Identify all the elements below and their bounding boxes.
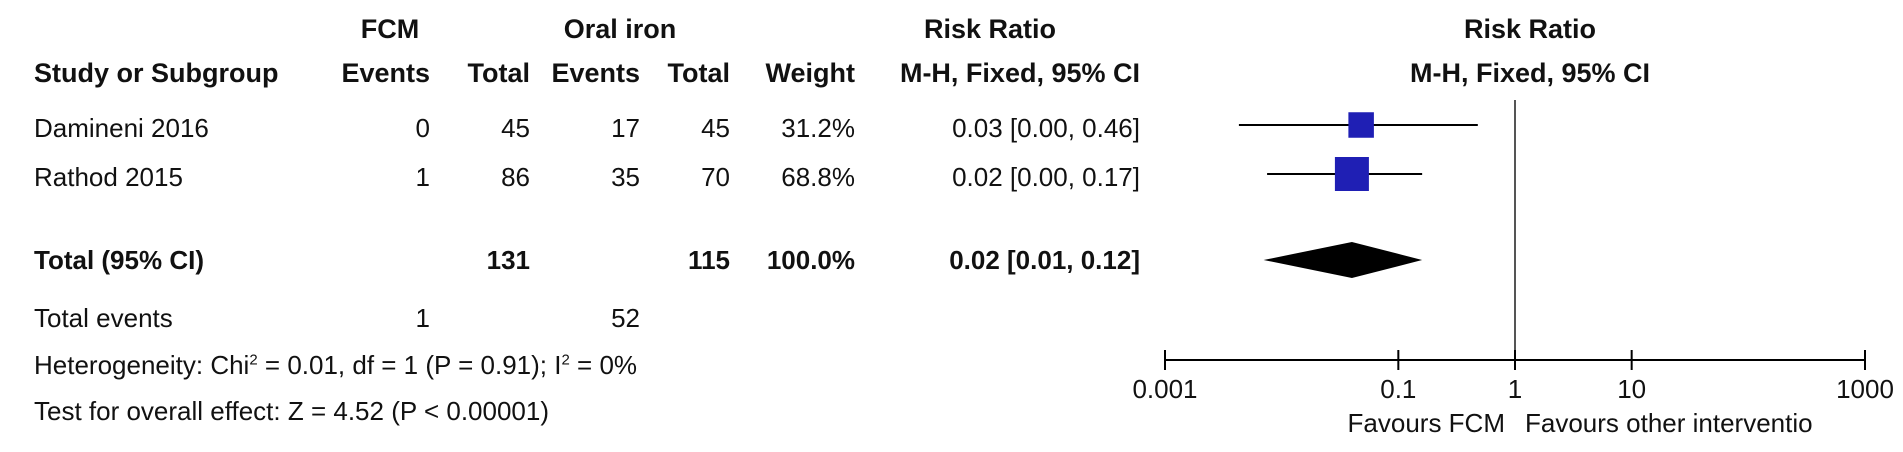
x-tick-label: 0.1 [1380,374,1416,404]
pooled-diamond [1263,242,1423,278]
x-tick-label: 0.001 [1132,374,1197,404]
heterogeneity-mid: = 0.01, df = 1 (P = 0.91); I [257,350,562,380]
study-point-marker [1334,157,1369,191]
study-total2: 45 [701,113,730,143]
superscript: 2 [249,351,258,369]
study-ci: 0.02 [0.00, 0.17] [952,162,1140,192]
heterogeneity-suffix: = 0% [569,350,638,380]
total-events1: 1 [415,303,430,333]
study-name: Damineni 2016 [34,113,209,143]
study-events1: 0 [415,113,430,143]
study-weight: 31.2% [781,113,855,143]
superscript: 2 [561,351,570,369]
header-total1: Total [467,58,531,88]
total-events2: 52 [611,303,640,333]
study-events2: 17 [611,113,640,143]
study-total2: 70 [701,162,730,192]
header-plot-method: M-H, Fixed, 95% CI [1409,58,1651,88]
x-tick-label: 1000 [1836,374,1894,404]
header-rr-method: M-H, Fixed, 95% CI [899,58,1140,88]
study-weight: 68.8% [781,162,855,192]
total-label: Total (95% CI) [34,245,204,275]
study-ci: 0.03 [0.00, 0.46] [952,113,1140,143]
x-axis-ticks: 0.001 0.1 1 10 1000 [1132,350,1894,404]
study-name: Rathod 2015 [34,162,183,192]
header-group2: Oral iron [563,14,677,44]
study-total1: 86 [501,162,530,192]
total-total2: 115 [688,245,730,275]
total-events-label: Total events [34,303,173,333]
header-events2: Events [551,58,640,88]
total-total1: 131 [486,245,530,275]
total-weight: 100.0% [766,245,855,275]
overall-effect-text: Test for overall effect: Z = 4.52 (P < 0… [34,396,549,426]
favours-right-label: Favours other interventio [1525,408,1813,438]
heterogeneity-prefix: Heterogeneity: Chi [34,350,250,380]
header-rr: Risk Ratio [923,14,1057,44]
x-tick-label: 1 [1508,374,1522,404]
favours-left-label: Favours FCM [1348,408,1505,438]
total-ci: 0.02 [0.01, 0.12] [949,245,1140,275]
header-total2: Total [667,58,731,88]
study-total1: 45 [501,113,530,143]
header-weight: Weight [765,58,856,88]
header-events1: Events [341,58,430,88]
header-study: Study or Subgroup [34,58,279,88]
header-group1: FCM [360,14,420,44]
study-events1: 1 [415,162,430,192]
heterogeneity-text: Heterogeneity: Chi2 = 0.01, df = 1 (P = … [34,352,637,378]
x-tick-label: 10 [1617,374,1646,404]
study-marks [1238,112,1478,191]
header-plot-title: Risk Ratio [1463,14,1597,44]
study-events2: 35 [611,162,640,192]
study-point-marker [1348,112,1374,138]
